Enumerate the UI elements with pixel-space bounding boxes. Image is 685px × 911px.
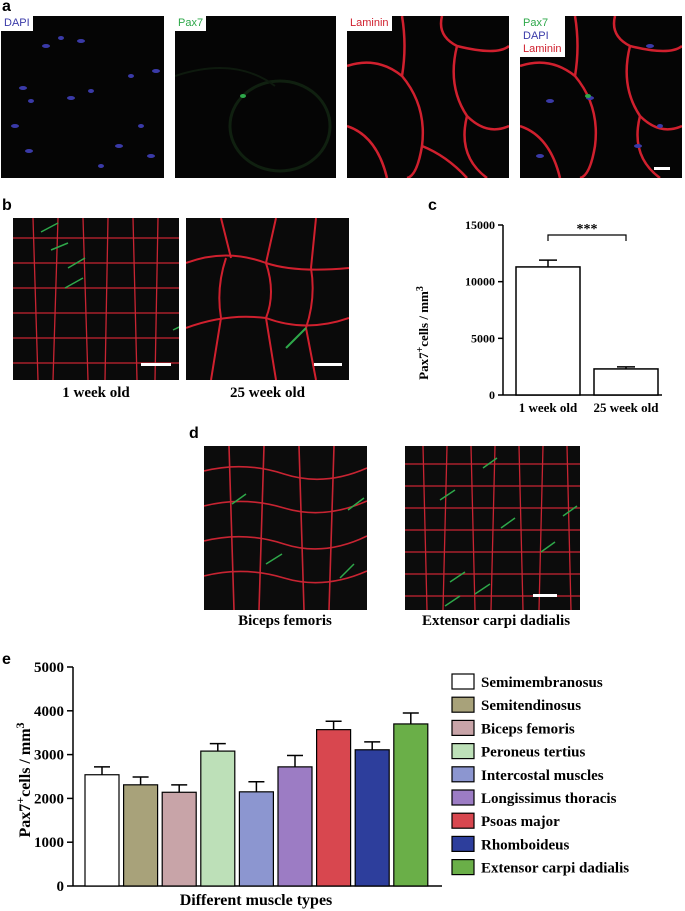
chart-e-legend-label: Biceps femoris	[481, 721, 575, 737]
chart-e-legend-label: Semitendinosus	[481, 698, 581, 714]
chart-e-legend-label: Rhomboideus	[481, 837, 570, 853]
chart-e-ylabel: Pax7+cells / mm3	[13, 722, 34, 837]
chart-e-ytick-label: 5000	[34, 660, 64, 676]
chart-e-ytick-label: 3000	[34, 748, 64, 764]
chart-e-ylabel-sup: +	[13, 797, 27, 804]
chart-c-ytick-label: 0	[489, 388, 495, 402]
chart-e-legend-swatch	[451, 812, 475, 829]
chart-c-xtick-label: 1 week old	[519, 400, 578, 415]
micrograph-25-week-old	[186, 218, 349, 380]
chart-e-ytick-label: 1000	[34, 835, 64, 851]
chart-e-legend-label: Peroneus tertius	[481, 745, 585, 761]
chart-c-significance-label: ***	[577, 222, 598, 237]
label-pax7: Pax7	[175, 16, 207, 31]
caption-25-week-old: 25 week old	[230, 385, 305, 401]
chart-c-ylabel-sup2: 3	[415, 286, 426, 291]
chart-c-ylabel-sup: +	[415, 346, 426, 352]
micrograph-biceps-femoris	[204, 446, 367, 610]
chart-e-ylabel-sup2: 3	[13, 722, 27, 728]
chart-c-bar	[515, 266, 581, 396]
label-dapi: DAPI	[1, 16, 33, 31]
chart-e-legend-swatch	[451, 696, 475, 713]
chart-c-ytick-label: 5000	[471, 331, 495, 345]
scale-bar-b1	[141, 363, 171, 366]
chart-e-bar	[238, 791, 274, 887]
micrograph-1-week-old	[13, 218, 179, 380]
chart-e-bar	[316, 729, 352, 887]
chart-e-xlabel: Different muscle types	[180, 892, 333, 909]
caption-biceps-femoris: Biceps femoris	[238, 613, 332, 629]
chart-e: Pax7+cells / mm3 Different muscle types …	[13, 660, 629, 909]
micrograph-merged: Pax7 DAPI Laminin	[520, 16, 682, 178]
chart-e-bar	[200, 750, 236, 887]
chart-e-ytick-label: 4000	[34, 704, 64, 720]
chart-e-legend-swatch	[451, 719, 475, 737]
label-merged-dapi: DAPI	[523, 30, 549, 42]
chart-e-bar	[84, 774, 120, 887]
chart-e-ytick-label: 2000	[34, 791, 64, 807]
chart-e-bar	[393, 723, 429, 887]
panel-d-letter: d	[189, 425, 199, 442]
panel-a-letter: a	[2, 0, 11, 15]
micrograph-pax7: Pax7	[175, 16, 336, 178]
micrograph-laminin: Laminin	[347, 16, 509, 178]
chart-e-legend-label: Intercostal muscles	[481, 768, 604, 784]
chart-e-bar	[161, 791, 197, 887]
chart-e-ytick-label: 0	[57, 879, 65, 895]
chart-e-legend-label: Longissimus thoracis	[481, 791, 617, 807]
label-laminin: Laminin	[347, 16, 392, 31]
chart-e-legend-label: Extensor carpi dadialis	[481, 861, 629, 877]
chart-e-legend-label: Psoas major	[481, 814, 560, 830]
caption-1-week-old: 1 week old	[62, 385, 130, 401]
chart-e-bar	[277, 766, 313, 887]
chart-e-bar	[122, 784, 159, 887]
panel-c-letter: c	[428, 197, 437, 214]
chart-c-ylabel: Pax7+cells / mm3	[415, 286, 431, 380]
chart-c-bar	[593, 368, 659, 396]
chart-e-ylabel-base: Pax7	[17, 804, 34, 838]
micrograph-dapi: DAPI	[1, 16, 164, 178]
label-merged: Pax7 DAPI Laminin	[520, 16, 565, 57]
chart-e-legend-swatch	[451, 742, 475, 760]
scale-bar-a	[654, 167, 670, 170]
chart-c-xtick-label: 25 week old	[594, 400, 660, 415]
chart-c-ytick-label: 10000	[465, 275, 495, 289]
chart-e-legend-swatch	[451, 835, 475, 852]
caption-extensor-carpi-dadialis: Extensor carpi dadialis	[421, 613, 571, 629]
chart-c-ylabel-mid: cells / mm	[416, 291, 431, 347]
chart-e-legend-swatch	[451, 766, 475, 783]
label-merged-laminin: Laminin	[523, 43, 562, 55]
chart-e-legend-label: Semimembranosus	[481, 675, 603, 691]
scale-bar-b2	[314, 363, 342, 366]
label-merged-pax7: Pax7	[523, 17, 549, 29]
chart-c-significance-bracket	[547, 234, 627, 241]
chart-c-ylabel-base: Pax7	[416, 352, 431, 380]
chart-e-legend-swatch	[451, 673, 475, 690]
chart-e-legend-swatch	[451, 789, 475, 806]
panel-b-letter: b	[2, 197, 12, 214]
scale-bar-d	[533, 594, 557, 597]
micrograph-extensor-carpi-dadialis	[405, 446, 580, 610]
chart-c: Pax7+cells / mm3 0 5000 10000 15000 1 week …	[415, 218, 662, 415]
panel-e-letter: e	[2, 651, 11, 668]
chart-e-ylabel-mid: cells / mm	[17, 728, 34, 797]
chart-c-ytick-label: 15000	[465, 218, 495, 232]
chart-e-legend-swatch	[451, 859, 475, 876]
chart-e-bar	[354, 749, 390, 887]
